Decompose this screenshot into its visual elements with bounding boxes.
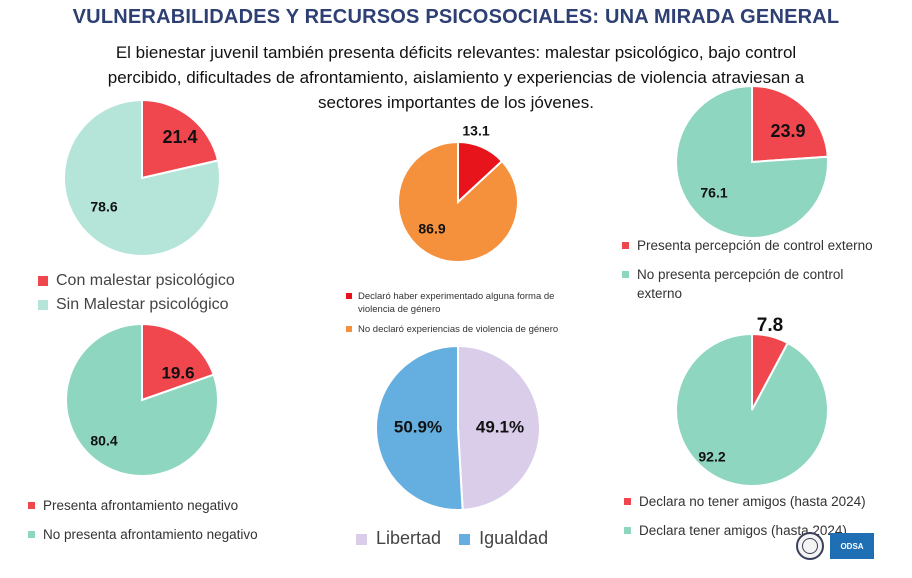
data-label: 78.6	[90, 199, 117, 215]
legend-swatch	[346, 293, 352, 299]
data-label: 80.4	[90, 433, 117, 449]
university-seal-icon	[796, 532, 824, 560]
legend-label: Declara no tener amigos (hasta 2024)	[639, 494, 866, 509]
legend-item: Igualdad	[459, 528, 548, 549]
pie-chart-malestar: 21.4 78.6	[63, 98, 221, 257]
pie-slice	[751, 84, 829, 164]
legend-label: Sin Malestar psicológico	[56, 296, 229, 313]
legend-item: No presenta afrontamiento negativo	[28, 525, 308, 544]
legend-item: Declara no tener amigos (hasta 2024)	[624, 492, 904, 511]
legend-label: Declaró haber experimentado alguna forma…	[358, 291, 555, 315]
data-label: 50.9%	[394, 417, 442, 436]
legend-item: Declara tener amigos (hasta 2024)	[624, 521, 904, 540]
legend-item: Con malestar psicológico	[38, 272, 278, 290]
legend-swatch	[622, 242, 629, 249]
pie-slice	[675, 332, 829, 487]
legend-label: Libertad	[376, 528, 442, 548]
legend-label: No presenta percepción de control extern…	[637, 267, 844, 301]
legend-item: Libertad	[356, 528, 441, 549]
legend-violencia: Declaró haber experimentado alguna forma…	[346, 290, 574, 343]
legend-swatch	[346, 326, 352, 332]
legend-label: Presenta percepción de control externo	[637, 238, 873, 253]
legend-label: Con malestar psicológico	[56, 272, 235, 289]
legend-swatch	[624, 498, 631, 505]
legend-swatch	[459, 534, 471, 545]
data-label: 49.1%	[476, 417, 524, 436]
data-label: 21.4	[162, 127, 197, 147]
legend-swatch	[38, 300, 48, 310]
pie-chart-violencia: 13.1 86.9	[397, 123, 519, 263]
pie-chart-afrontamiento: 19.6 80.4	[65, 322, 219, 477]
data-label: 13.1	[462, 123, 489, 139]
pie-slice	[65, 322, 219, 477]
legend-item: Presenta percepción de control externo	[622, 236, 892, 255]
pie-slice	[397, 140, 519, 263]
legend-libertad-igualdad: Libertad Igualdad	[356, 528, 566, 549]
pie-slice	[141, 98, 220, 180]
legend-item: Presenta afrontamiento negativo	[28, 496, 308, 515]
legend-afrontamiento: Presenta afrontamiento negativo No prese…	[28, 496, 308, 554]
legend-label: No presenta afrontamiento negativo	[43, 527, 258, 542]
pie-chart-control: 23.9 76.1	[675, 84, 829, 239]
legend-amigos: Declara no tener amigos (hasta 2024) Dec…	[624, 492, 904, 550]
legend-item: Declaró haber experimentado alguna forma…	[346, 290, 574, 316]
legend-swatch	[28, 502, 35, 509]
legend-label: No declaró experiencias de violencia de …	[358, 324, 559, 335]
legend-swatch	[38, 276, 48, 286]
legend-swatch	[624, 527, 631, 534]
legend-item: No presenta percepción de control extern…	[622, 265, 892, 303]
odsa-logo: ODSA	[830, 533, 874, 559]
legend-swatch	[622, 271, 629, 278]
legend-item: No declaró experiencias de violencia de …	[346, 323, 574, 336]
page-title: VULNERABILIDADES Y RECURSOS PSICOSOCIALE…	[72, 6, 840, 28]
legend-swatch	[28, 531, 35, 538]
data-label: 7.8	[757, 315, 783, 336]
legend-label: Presenta afrontamiento negativo	[43, 498, 239, 513]
pie-slice	[375, 344, 464, 511]
data-label: 19.6	[161, 363, 194, 382]
pie-chart-amigos: 7.8 92.2	[675, 315, 829, 487]
pie-chart-libertad-igualdad: 49.1% 50.9%	[375, 344, 541, 511]
institution-logos: ODSA	[796, 532, 874, 560]
legend-malestar: Con malestar psicológico Sin Malestar ps…	[38, 272, 278, 320]
data-label: 23.9	[770, 121, 805, 141]
legend-label: Igualdad	[479, 528, 549, 548]
pie-slice	[675, 84, 829, 239]
legend-item: Sin Malestar psicológico	[38, 296, 278, 314]
legend-control: Presenta percepción de control externo N…	[622, 236, 892, 313]
legend-swatch	[356, 534, 367, 545]
pie-slice	[63, 98, 221, 257]
page-subtitle: El bienestar juvenil también presenta dé…	[107, 43, 805, 112]
pie-slice	[457, 344, 541, 511]
data-label: 76.1	[700, 185, 727, 201]
legend-label: Declara tener amigos (hasta 2024)	[639, 523, 847, 538]
data-label: 86.9	[418, 221, 445, 237]
data-label: 92.2	[698, 449, 725, 465]
